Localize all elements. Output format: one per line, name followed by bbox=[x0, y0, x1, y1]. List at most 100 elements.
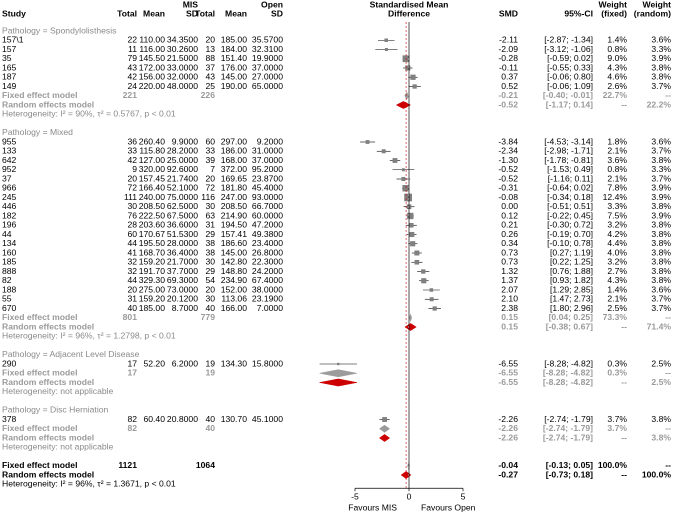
cell-mean1: 166.40 bbox=[139, 183, 166, 193]
cell-sd1: 67.5000 bbox=[167, 210, 198, 220]
cell-w-random: 22.2% bbox=[647, 99, 672, 109]
cell-w-random: -- bbox=[665, 368, 671, 378]
cell-sd2: 32.3100 bbox=[252, 44, 283, 54]
cell-ci: [0.27; 1.19] bbox=[550, 247, 593, 257]
study-square bbox=[401, 176, 406, 182]
x-tick-label: -5 bbox=[351, 492, 359, 502]
cell-w-fixed: -- bbox=[621, 469, 627, 479]
cell-w-fixed: 3.6% bbox=[607, 155, 627, 165]
study-name: 82 bbox=[2, 275, 12, 285]
study-square bbox=[432, 306, 437, 311]
cell-n2: 60 bbox=[205, 136, 215, 146]
cell-sd2: 26.8000 bbox=[252, 247, 283, 257]
cell-sd1: 30.2600 bbox=[167, 44, 198, 54]
cell-smd: -2.26 bbox=[498, 423, 518, 433]
cell-mean1: 127.00 bbox=[139, 155, 166, 165]
cell-w-fixed: 3.3% bbox=[607, 201, 627, 211]
x-label-left: Favours MIS bbox=[348, 503, 397, 513]
cell-sd2: 49.3800 bbox=[252, 229, 283, 239]
cell-n2: 31 bbox=[205, 220, 215, 230]
cell-mean1: 170.67 bbox=[139, 229, 166, 239]
summary-label: Random effects model bbox=[2, 377, 94, 387]
cell-smd: 0.34 bbox=[501, 238, 518, 248]
cell-sd2: 65.0000 bbox=[252, 81, 283, 91]
cell-mean1: 168.70 bbox=[139, 247, 166, 257]
study-name: 157 bbox=[2, 44, 17, 54]
summary-label: Fixed effect model bbox=[2, 312, 77, 322]
heterogeneity: Heterogeneity: I² = 96%, τ² = 1.2798, p … bbox=[2, 331, 176, 341]
cell-ci: [1.80; 2.96] bbox=[550, 303, 593, 313]
cell-sd2: 9.2000 bbox=[257, 136, 284, 146]
cell-w-fixed: 4.3% bbox=[607, 275, 627, 285]
cell-ci: [-8.28; -4.82] bbox=[543, 368, 593, 378]
summary-label: Random effects model bbox=[2, 469, 94, 479]
cell-n2: 30 bbox=[205, 257, 215, 267]
cell-smd: 0.00 bbox=[501, 201, 518, 211]
cell-n1: 24 bbox=[127, 81, 137, 91]
study-square bbox=[429, 297, 434, 302]
cell-ci: [-0.40; -0.01] bbox=[543, 90, 593, 100]
heterogeneity: Heterogeneity: I² = 96%, τ² = 1.3671, p … bbox=[2, 479, 176, 489]
cell-smd: -2.34 bbox=[498, 146, 518, 156]
cell-n1: 31 bbox=[127, 294, 137, 304]
cell-w-random: -- bbox=[665, 90, 671, 100]
cell-w-random: 3.8% bbox=[651, 238, 671, 248]
study-name: 185 bbox=[2, 257, 17, 267]
cell-mean2: 157.41 bbox=[221, 229, 248, 239]
cell-n1: 17 bbox=[127, 368, 137, 378]
cell-mean2: 145.00 bbox=[221, 247, 248, 257]
study-name: 44 bbox=[2, 229, 12, 239]
cell-sd2: 24.2000 bbox=[252, 266, 283, 276]
cell-smd: 2.38 bbox=[501, 303, 518, 313]
cell-mean1: 60.40 bbox=[143, 414, 165, 424]
header: Study Total Mean MIS SD Total Mean Open … bbox=[2, 0, 671, 18]
cell-n2: 20 bbox=[205, 35, 215, 45]
cell-n2: 33 bbox=[205, 146, 215, 156]
cell-w-fixed: 2.1% bbox=[607, 294, 627, 304]
cell-w-fixed: 2.6% bbox=[607, 81, 627, 91]
cell-smd: -2.26 bbox=[498, 432, 518, 442]
cell-n2: 1064 bbox=[196, 460, 215, 470]
cell-sd2: 93.0000 bbox=[252, 192, 283, 202]
cell-n2: 226 bbox=[201, 90, 216, 100]
study-name: 196 bbox=[2, 220, 17, 230]
cell-mean2: 185.00 bbox=[221, 35, 248, 45]
cell-ci: [-1.78; -0.81] bbox=[544, 155, 593, 165]
cell-n1: 20 bbox=[127, 284, 137, 294]
cell-mean1: 145.50 bbox=[139, 53, 166, 63]
cell-ci: [-4.53; -3.14] bbox=[544, 136, 593, 146]
cell-n1: 44 bbox=[127, 238, 137, 248]
summary-label: Fixed effect model bbox=[2, 90, 77, 100]
cell-sd1: 21.7400 bbox=[167, 173, 198, 183]
cell-n1: 32 bbox=[127, 257, 137, 267]
cell-ci: [-0.13; 0.05] bbox=[546, 460, 593, 470]
study-name: 160 bbox=[2, 247, 17, 257]
cell-sd1: 36.6000 bbox=[167, 220, 198, 230]
cell-sd1: 51.5300 bbox=[167, 229, 198, 239]
cell-sd1: 92.6000 bbox=[167, 164, 198, 174]
cell-smd: -2.09 bbox=[498, 44, 518, 54]
cell-w-fixed: 73.3% bbox=[603, 312, 628, 322]
cell-n2: 30 bbox=[205, 201, 215, 211]
cell-sd1: 69.3000 bbox=[167, 275, 198, 285]
cell-n1: 36 bbox=[127, 136, 137, 146]
cell-w-random: 3.7% bbox=[651, 146, 671, 156]
header-weight: (random) bbox=[634, 8, 671, 18]
study-square bbox=[384, 47, 388, 52]
study-name: 182 bbox=[2, 210, 17, 220]
cell-w-random: 3.3% bbox=[651, 164, 671, 174]
cell-w-random: 3.6% bbox=[651, 284, 671, 294]
cell-mean1: 116.00 bbox=[139, 44, 165, 54]
cell-sd1: 52.1000 bbox=[167, 183, 198, 193]
cell-w-fixed: 4.6% bbox=[607, 72, 627, 82]
cell-smd: -0.31 bbox=[498, 183, 518, 193]
cell-w-random: 71.4% bbox=[647, 321, 672, 331]
cell-mean2: 113.06 bbox=[221, 294, 247, 304]
cell-n2: 19 bbox=[205, 358, 215, 368]
cell-mean1: 191.70 bbox=[139, 266, 166, 276]
cell-mean2: 297.00 bbox=[221, 136, 248, 146]
cell-n2: 37 bbox=[205, 62, 215, 72]
cell-sd2: 66.7000 bbox=[252, 201, 283, 211]
cell-n2: 63 bbox=[205, 210, 215, 220]
